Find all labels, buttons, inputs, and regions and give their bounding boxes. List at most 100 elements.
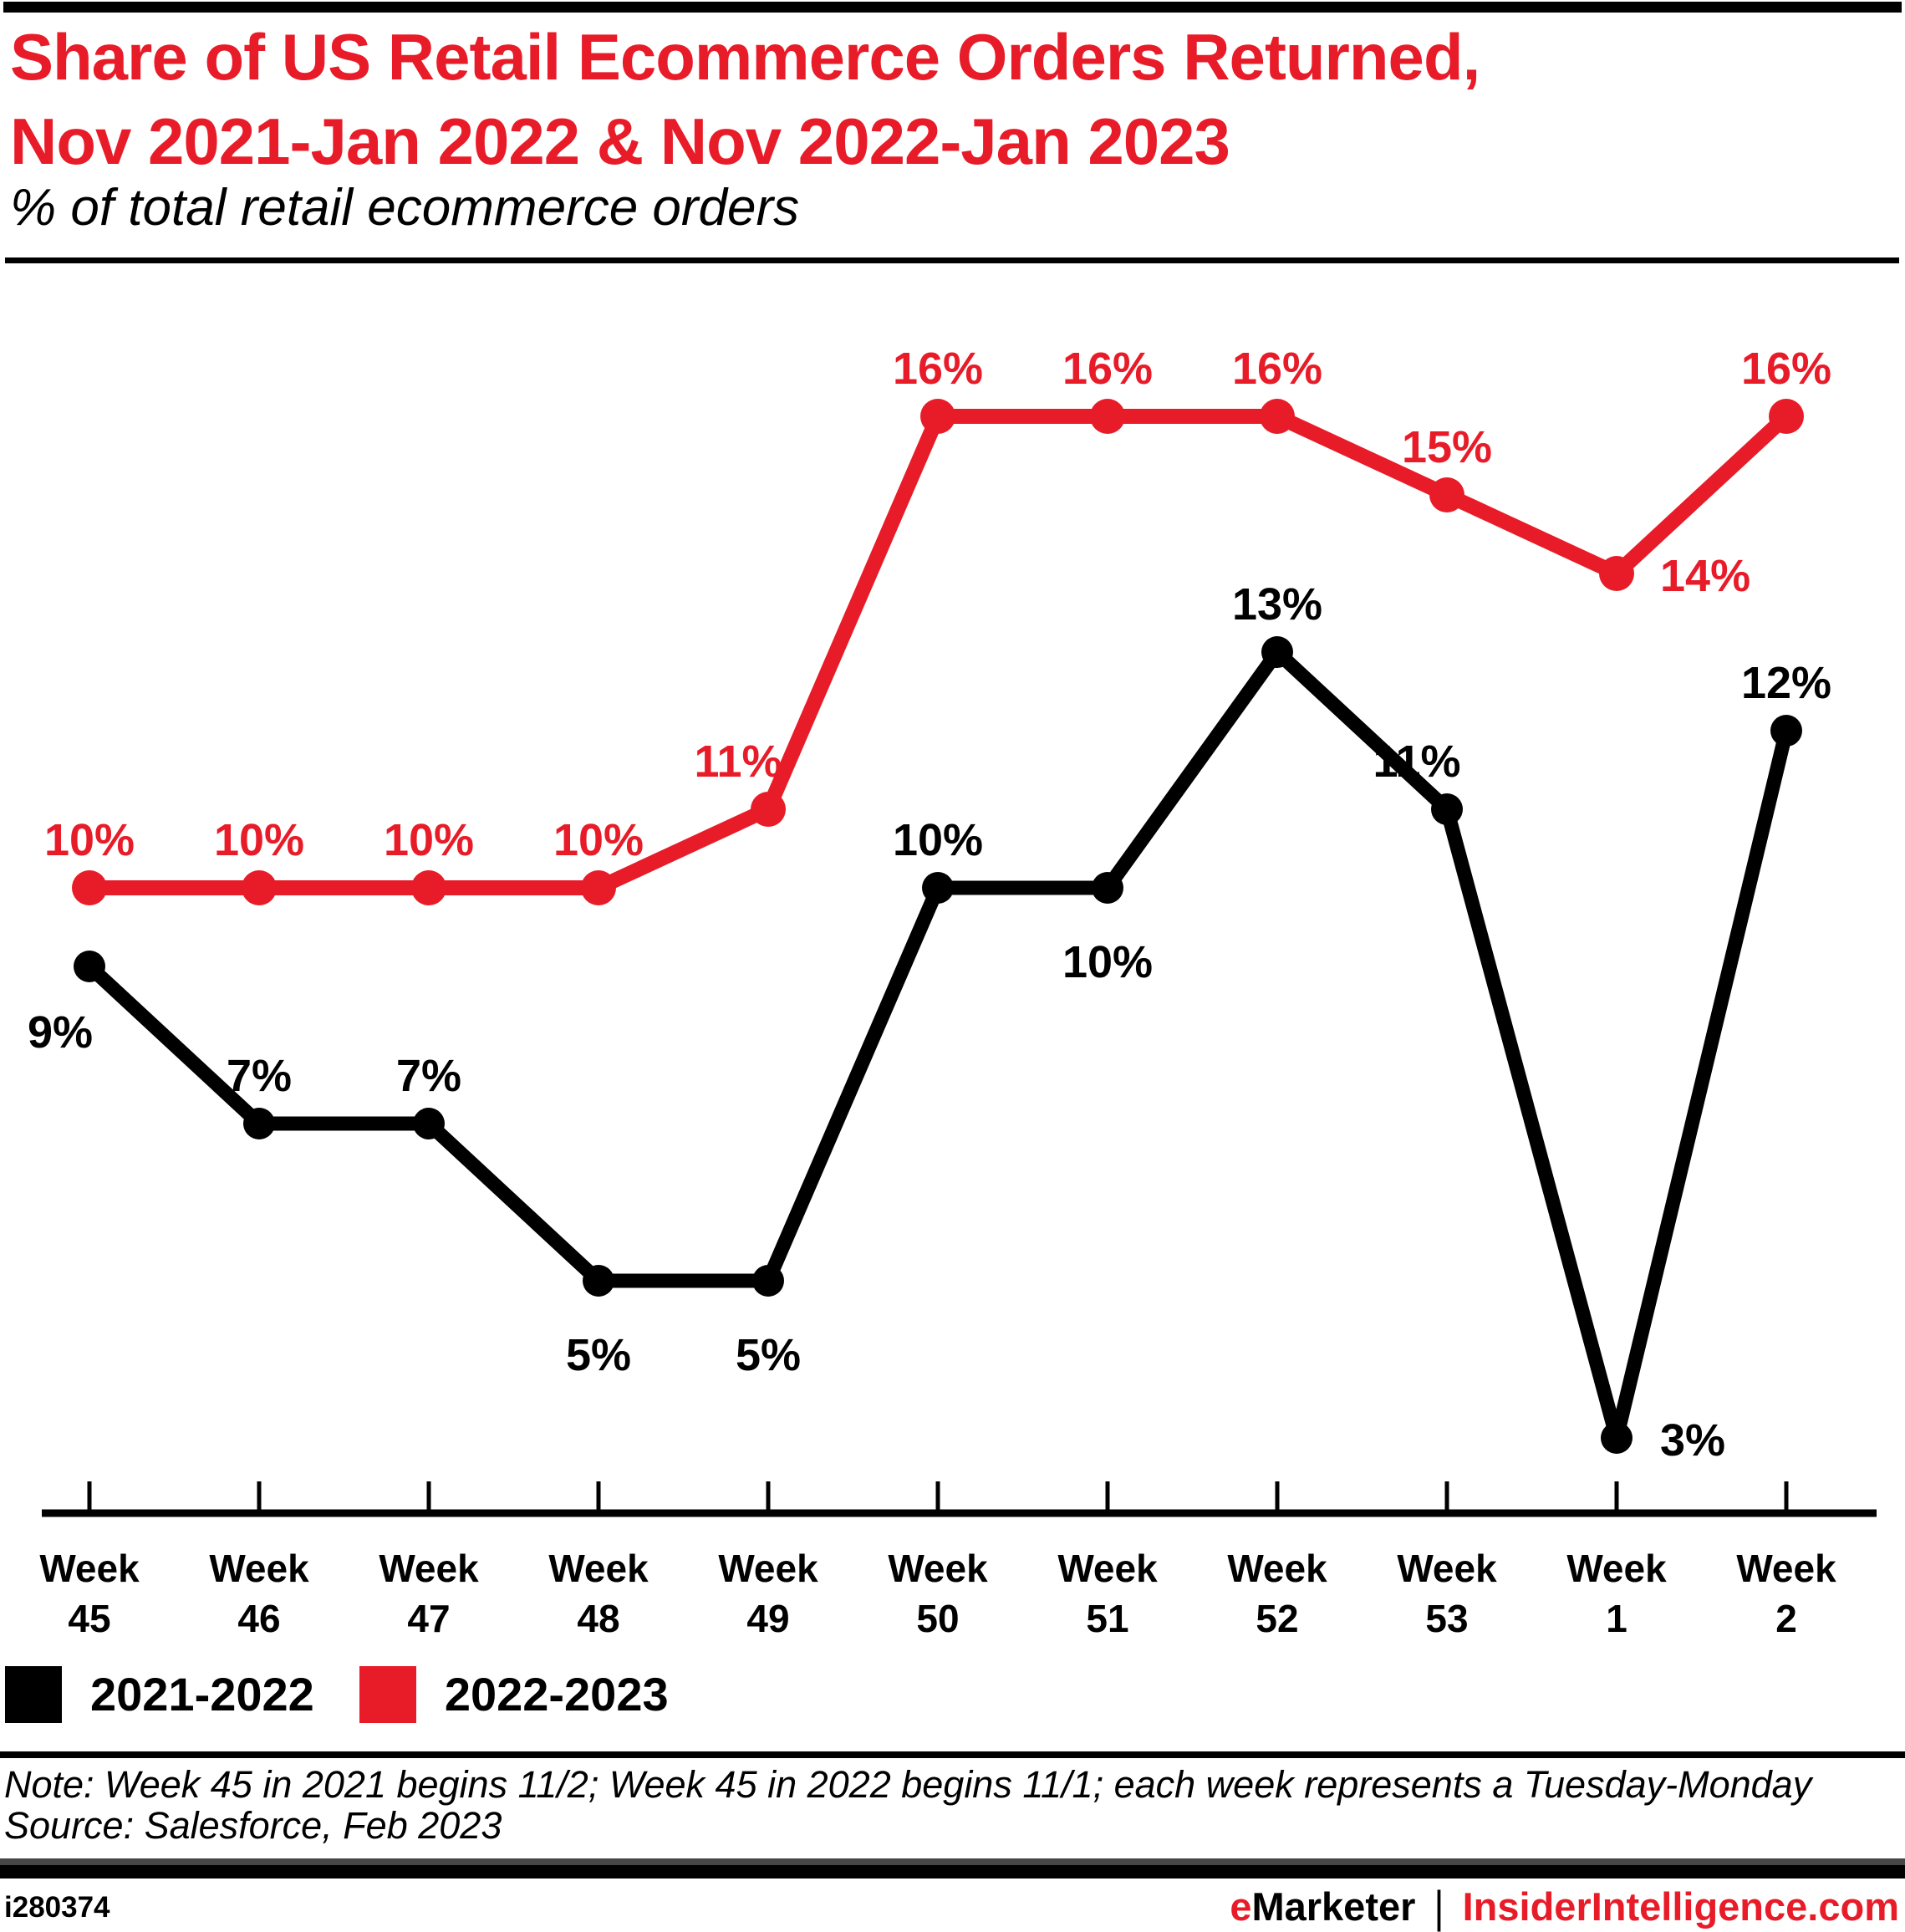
chart-id: i280374 <box>4 1891 110 1924</box>
data-point <box>1429 477 1464 512</box>
data-point <box>920 399 955 434</box>
data-point <box>1260 399 1295 434</box>
chart-title-line2: Nov 2021-Jan 2022 & Nov 2022-Jan 2023 <box>10 105 1230 178</box>
x-axis-label-week: Week <box>39 1547 140 1590</box>
data-point-label: 10% <box>553 815 644 865</box>
data-point <box>581 870 616 905</box>
data-point-label: 13% <box>1231 579 1323 630</box>
x-axis-label-number: 53 <box>1425 1597 1469 1640</box>
series-line-2021-2022 <box>82 645 1794 1445</box>
x-axis-label: Week 47 <box>345 1543 512 1644</box>
data-point <box>413 1108 445 1139</box>
data-point-label: 14% <box>1660 551 1751 601</box>
legend-divider <box>0 1751 1905 1758</box>
data-point <box>1770 715 1802 747</box>
x-axis-label: Week 45 <box>6 1543 173 1644</box>
data-point-label: 12% <box>1740 658 1832 708</box>
data-point <box>243 1108 275 1139</box>
x-axis-label-week: Week <box>548 1547 649 1590</box>
data-point <box>1599 556 1634 591</box>
header-divider <box>5 257 1899 263</box>
data-point <box>1601 1422 1632 1454</box>
data-point <box>583 1265 614 1297</box>
x-axis-label-number: 49 <box>746 1597 790 1640</box>
x-axis-label-week: Week <box>209 1547 309 1590</box>
x-axis-label: Week 2 <box>1703 1543 1870 1644</box>
emarketer-logo: eMarketer <box>1230 1885 1415 1929</box>
x-axis-label: Week 48 <box>515 1543 682 1644</box>
x-axis-label-number: 46 <box>237 1597 281 1640</box>
emarketer-logo-e: e <box>1230 1884 1252 1929</box>
x-axis-label-number: 48 <box>577 1597 620 1640</box>
data-point-label: 15% <box>1401 422 1493 472</box>
data-point-label: 11% <box>694 737 782 787</box>
data-point <box>242 870 277 905</box>
x-axis-label-number: 45 <box>68 1597 111 1640</box>
data-point-label: 5% <box>565 1330 632 1380</box>
footnote-source: Source: Salesforce, Feb 2023 <box>4 1804 502 1847</box>
x-axis-label: Week 53 <box>1363 1543 1531 1644</box>
x-axis-label-week: Week <box>1397 1547 1497 1590</box>
legend-swatch <box>359 1666 416 1723</box>
data-point-label: 10% <box>892 815 984 865</box>
x-axis-label-number: 47 <box>407 1597 451 1640</box>
x-axis-label-week: Week <box>1566 1547 1667 1590</box>
data-point-label: 16% <box>1062 344 1154 394</box>
data-point <box>1261 636 1293 668</box>
data-point-label: 10% <box>383 815 475 865</box>
data-point <box>752 1265 784 1297</box>
footnote-note: Note: Week 45 in 2021 begins 11/2; Week … <box>4 1763 1812 1806</box>
top-accent-bar <box>3 2 1902 13</box>
x-axis-label-number: 2 <box>1775 1597 1797 1640</box>
data-point-label: 5% <box>735 1330 802 1380</box>
x-axis-label-week: Week <box>1057 1547 1158 1590</box>
line-chart-plot <box>42 399 1877 1517</box>
data-point <box>74 951 105 982</box>
x-axis-label: Week 1 <box>1533 1543 1700 1644</box>
brand-separator: | <box>1434 1880 1444 1932</box>
legend-label: 2021-2022 <box>90 1668 314 1720</box>
x-axis-label: Week 46 <box>176 1543 343 1644</box>
data-point <box>1090 399 1125 434</box>
chart-legend: 2021-2022 2022-2023 <box>5 1666 669 1723</box>
data-point-label: 16% <box>892 344 984 394</box>
data-point-label: 10% <box>1062 937 1154 987</box>
x-axis-label: Week 49 <box>685 1543 852 1644</box>
data-point-label: 3% <box>1660 1415 1726 1466</box>
data-point <box>1092 872 1123 904</box>
x-axis-label-week: Week <box>888 1547 988 1590</box>
data-point-label: 16% <box>1231 344 1323 394</box>
insider-intelligence-link: InsiderIntelligence.com <box>1462 1884 1899 1929</box>
data-point-label: 10% <box>43 815 135 865</box>
x-axis-label-week: Week <box>1227 1547 1327 1590</box>
chart-subtitle: % of total retail ecommerce orders <box>10 179 800 237</box>
footnote: Note: Week 45 in 2021 begins 11/2; Week … <box>4 1764 1893 1846</box>
emarketer-logo-marketer: Marketer <box>1251 1884 1416 1929</box>
x-axis-label: Week 50 <box>854 1543 1021 1644</box>
x-axis-label-number: 1 <box>1606 1597 1627 1640</box>
chart-title-line1: Share of US Retail Ecommerce Orders Retu… <box>10 20 1480 94</box>
data-point <box>1431 793 1463 825</box>
data-point <box>751 792 786 827</box>
legend-item: 2022-2023 <box>359 1666 669 1723</box>
data-point-label: 16% <box>1740 344 1832 394</box>
x-axis-label: Week 51 <box>1024 1543 1191 1644</box>
legend-label: 2022-2023 <box>444 1668 669 1720</box>
data-point-label: 9% <box>27 1007 94 1058</box>
data-point-label: 10% <box>213 815 305 865</box>
data-point-label: 11% <box>1373 737 1461 787</box>
legend-swatch <box>5 1666 62 1723</box>
data-point-label: 7% <box>395 1051 462 1101</box>
x-axis-label-week: Week <box>379 1547 479 1590</box>
chart-title: Share of US Retail Ecommerce Orders Retu… <box>10 15 1849 184</box>
x-axis-label-number: 52 <box>1256 1597 1299 1640</box>
data-point <box>72 870 107 905</box>
data-point <box>411 870 446 905</box>
data-point <box>922 872 954 904</box>
data-point-label: 7% <box>226 1051 293 1101</box>
legend-item: 2021-2022 <box>5 1666 314 1723</box>
x-axis-label-week: Week <box>718 1547 818 1590</box>
x-axis-label-number: 51 <box>1086 1597 1129 1640</box>
data-point <box>1769 399 1804 434</box>
footer-bar <box>0 1858 1905 1878</box>
